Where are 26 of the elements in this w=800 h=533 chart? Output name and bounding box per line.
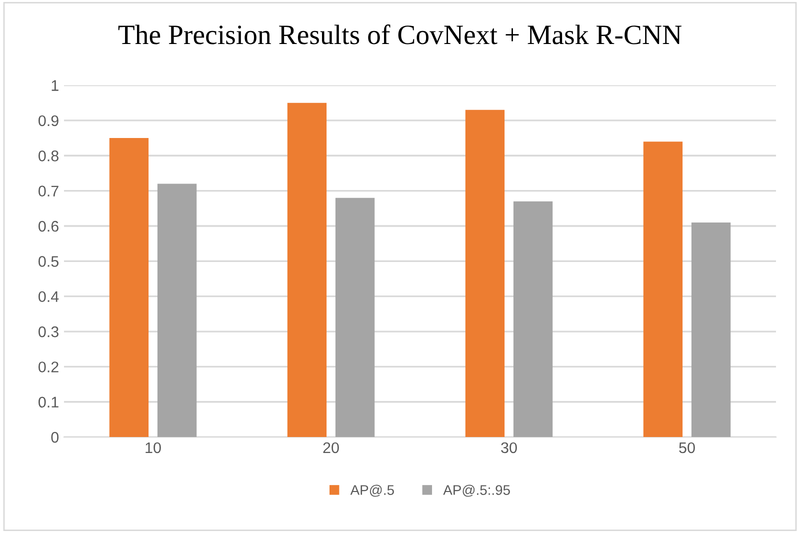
bar (643, 142, 683, 438)
bar (465, 110, 505, 438)
y-tick-label: 0 (51, 432, 59, 443)
x-tick-label: 30 (501, 442, 517, 454)
legend-label: AP@.5:.95 (443, 484, 510, 497)
y-tick-label: 0.3 (38, 326, 58, 338)
bar (513, 201, 553, 438)
y-tick-label: 0.5 (38, 256, 58, 267)
legend-label: AP@.5 (350, 484, 394, 497)
x-tick-label: 20 (323, 442, 339, 454)
chart-title: The Precision Results of CovNext + Mask R-CNN (118, 24, 682, 44)
x-tick-label: 10 (146, 442, 161, 454)
y-tick-label: 0.8 (38, 150, 58, 162)
y-tick-label: 0.9 (38, 115, 58, 126)
y-tick-label: 0.4 (38, 291, 59, 302)
bar (335, 198, 375, 438)
y-tick-label: 0.6 (38, 220, 58, 232)
bar (691, 222, 731, 438)
bar (287, 102, 327, 438)
bar (109, 138, 149, 438)
y-tick-label: 0.1 (38, 396, 58, 408)
bar (157, 184, 197, 438)
y-tick-label: 1 (52, 80, 58, 91)
y-tick-label: 0.2 (38, 362, 58, 372)
y-tick-label: 0.7 (38, 186, 58, 196)
x-tick-label: 50 (679, 442, 695, 454)
